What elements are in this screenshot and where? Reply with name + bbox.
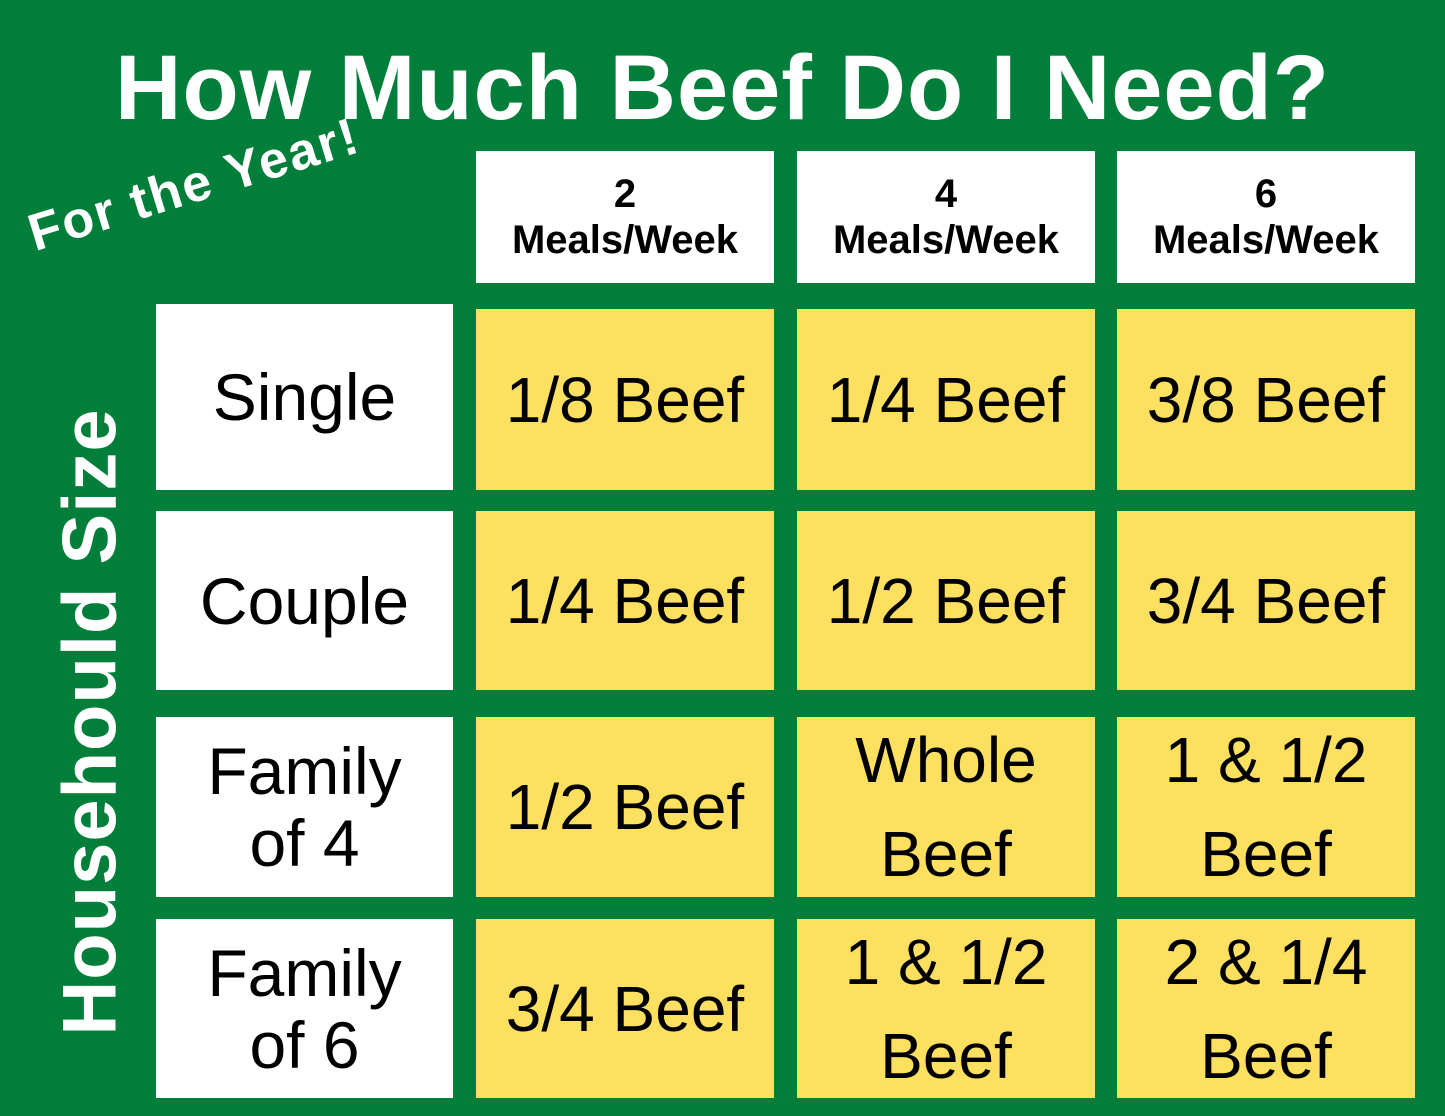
table-cell: 1/4 Beef bbox=[797, 309, 1095, 490]
table-cell: 1/8 Beef bbox=[476, 309, 774, 490]
table-cell: 1/2 Beef bbox=[476, 717, 774, 897]
table-cell: Whole Beef bbox=[797, 717, 1095, 897]
column-unit: Meals/Week bbox=[832, 218, 1060, 262]
household-size-label: Househould Size bbox=[47, 408, 133, 1036]
table-cell: 3/4 Beef bbox=[476, 919, 774, 1098]
row-label: Family of 4 bbox=[156, 717, 453, 897]
column-count: 4 bbox=[934, 172, 958, 216]
column-unit: Meals/Week bbox=[1152, 218, 1380, 262]
column-header: 2 Meals/Week bbox=[476, 151, 774, 283]
table-cell: 1 & 1/2 Beef bbox=[797, 919, 1095, 1098]
table-cell: 1 & 1/2 Beef bbox=[1117, 717, 1415, 897]
table-cell: 1/2 Beef bbox=[797, 511, 1095, 690]
table-cell: 3/8 Beef bbox=[1117, 309, 1415, 490]
row-label: Family of 6 bbox=[156, 919, 453, 1098]
row-label: Single bbox=[156, 304, 453, 490]
column-header: 4 Meals/Week bbox=[797, 151, 1095, 283]
column-unit: Meals/Week bbox=[511, 218, 739, 262]
table-cell: 2 & 1/4 Beef bbox=[1117, 919, 1415, 1098]
table-cell: 1/4 Beef bbox=[476, 511, 774, 690]
column-count: 6 bbox=[1254, 172, 1278, 216]
column-count: 2 bbox=[613, 172, 637, 216]
row-label: Couple bbox=[156, 511, 453, 690]
table-cell: 3/4 Beef bbox=[1117, 511, 1415, 690]
column-header: 6 Meals/Week bbox=[1117, 151, 1415, 283]
page-title: How Much Beef Do I Need? bbox=[115, 37, 1330, 139]
